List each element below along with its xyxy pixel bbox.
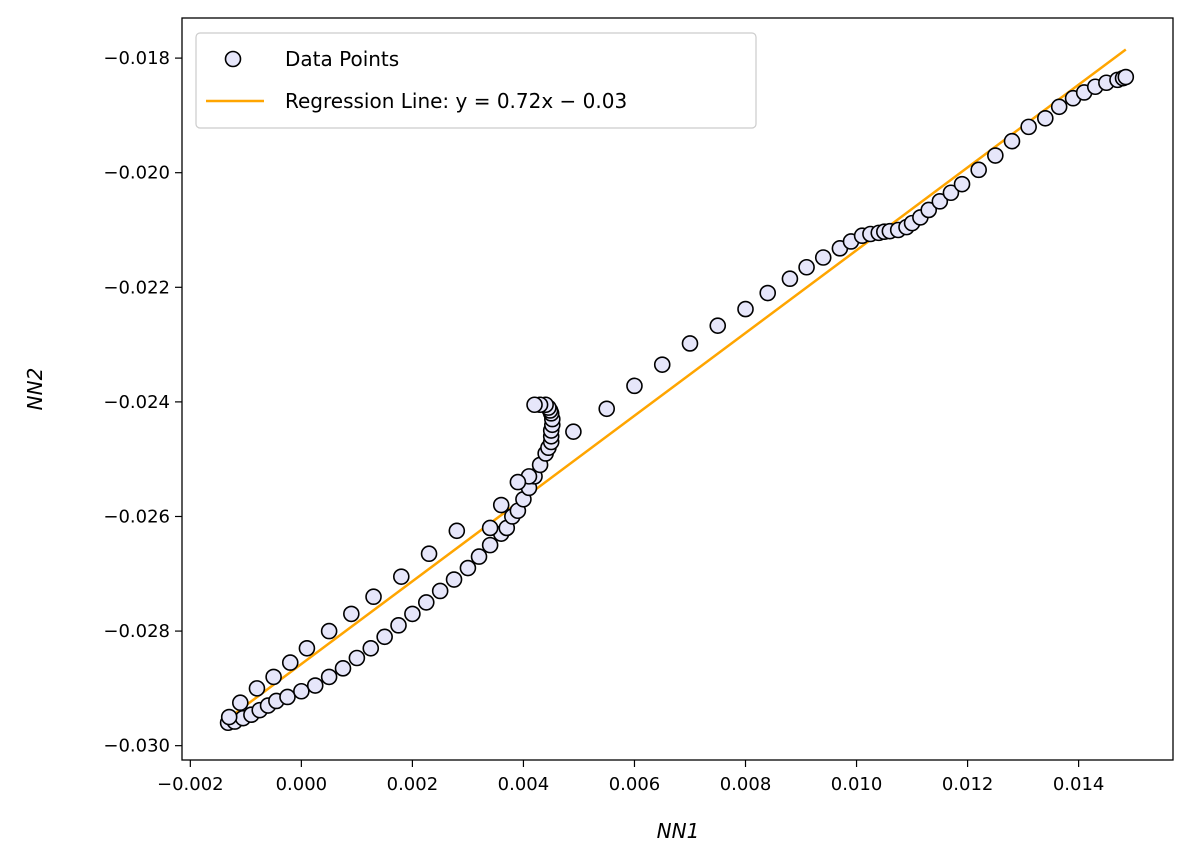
data-point xyxy=(565,423,582,440)
data-point xyxy=(737,300,754,318)
data-point xyxy=(248,680,266,697)
data-point xyxy=(681,335,699,352)
data-point xyxy=(431,582,449,600)
regression-line xyxy=(225,48,1127,721)
data-point xyxy=(220,708,238,726)
data-point xyxy=(459,559,477,577)
data-point xyxy=(392,568,410,585)
data-point xyxy=(320,668,338,686)
data-point xyxy=(931,193,949,210)
x-axis-label: NN1 xyxy=(657,819,700,843)
data-point xyxy=(781,270,799,288)
data-point xyxy=(653,356,671,373)
data-point xyxy=(970,161,987,179)
y-tick-label: −0.026 xyxy=(103,506,170,527)
data-point xyxy=(987,147,1004,164)
data-point xyxy=(376,628,393,646)
x-tick-label: 0.014 xyxy=(1053,774,1105,795)
y-axis: −0.018 −0.020 −0.022 −0.024 −0.026 −0.028 −0.0… xyxy=(103,48,182,757)
data-point xyxy=(470,548,488,565)
x-tick-label: 0.012 xyxy=(942,774,994,795)
data-point xyxy=(1037,109,1054,127)
data-points xyxy=(219,68,1135,732)
data-point xyxy=(420,545,438,563)
x-axis: −0.002 0.000 0.002 0.004 0.006 0.008 0.010 0.01… xyxy=(157,760,1104,795)
data-point xyxy=(365,588,382,606)
x-tick-label: 0.010 xyxy=(831,774,883,795)
data-point xyxy=(942,184,960,202)
data-point xyxy=(306,677,324,694)
legend-label-regression: Regression Line: y = 0.72x − 0.03 xyxy=(285,89,627,113)
data-point xyxy=(598,400,616,418)
data-point xyxy=(953,175,971,193)
y-tick-label: −0.024 xyxy=(103,392,170,413)
y-tick-label: −0.028 xyxy=(103,621,170,642)
x-tick-label: 0.006 xyxy=(609,774,661,795)
data-point xyxy=(798,258,815,276)
data-point xyxy=(759,284,777,302)
y-tick-label: −0.020 xyxy=(103,163,170,184)
legend-label-data-points: Data Points xyxy=(285,47,399,71)
legend-frame xyxy=(195,32,757,129)
data-point xyxy=(404,605,421,623)
data-point xyxy=(814,249,832,266)
x-tick-label: 0.004 xyxy=(498,774,550,795)
data-point xyxy=(1003,132,1021,150)
legend-marker-icon xyxy=(224,50,242,68)
data-point xyxy=(343,605,360,623)
data-point xyxy=(1020,118,1037,136)
data-point xyxy=(390,617,407,634)
data-point xyxy=(281,654,299,671)
y-axis-label: NN2 xyxy=(23,368,47,411)
data-point xyxy=(417,594,435,611)
data-point xyxy=(445,571,463,588)
data-point xyxy=(481,536,499,554)
data-point xyxy=(709,317,727,334)
data-point xyxy=(334,660,352,677)
data-point xyxy=(920,201,938,219)
data-point xyxy=(509,473,527,491)
data-point xyxy=(1117,68,1135,86)
data-point xyxy=(526,396,543,414)
data-point xyxy=(1050,98,1068,116)
data-point xyxy=(348,649,366,667)
data-point xyxy=(481,519,499,537)
data-point xyxy=(298,639,316,657)
x-tick-label: 0.002 xyxy=(387,774,439,795)
data-point xyxy=(265,668,282,686)
legend: Data Points Regression Line: y = 0.72x −… xyxy=(195,32,757,129)
data-point xyxy=(279,688,296,706)
data-point xyxy=(231,694,249,712)
x-tick-label: 0.000 xyxy=(276,774,328,795)
data-point xyxy=(293,682,310,700)
y-tick-label: −0.022 xyxy=(103,277,170,298)
y-tick-label: −0.018 xyxy=(103,48,170,69)
y-tick-label: −0.030 xyxy=(103,736,170,757)
x-tick-label: 0.008 xyxy=(720,774,772,795)
data-point xyxy=(626,377,643,395)
data-point xyxy=(492,496,510,514)
x-tick-label: −0.002 xyxy=(157,774,224,795)
data-point xyxy=(362,639,380,657)
data-point xyxy=(448,522,466,540)
data-point xyxy=(320,622,338,640)
